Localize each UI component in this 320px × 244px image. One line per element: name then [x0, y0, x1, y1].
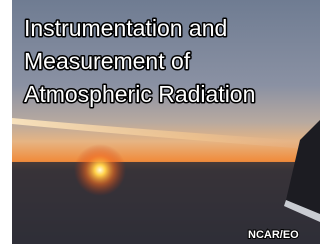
title-line: Instrumentation and [24, 15, 227, 41]
thumbnail: Instrumentation and Measurement of Atmos… [0, 0, 320, 244]
sun [74, 144, 126, 196]
title-line: Measurement of [24, 48, 191, 74]
title-line: Atmospheric Radiation [24, 81, 255, 107]
page: Instrumentation and Measurement of Atmos… [0, 0, 320, 244]
credit: NCAR/EO [248, 229, 299, 241]
